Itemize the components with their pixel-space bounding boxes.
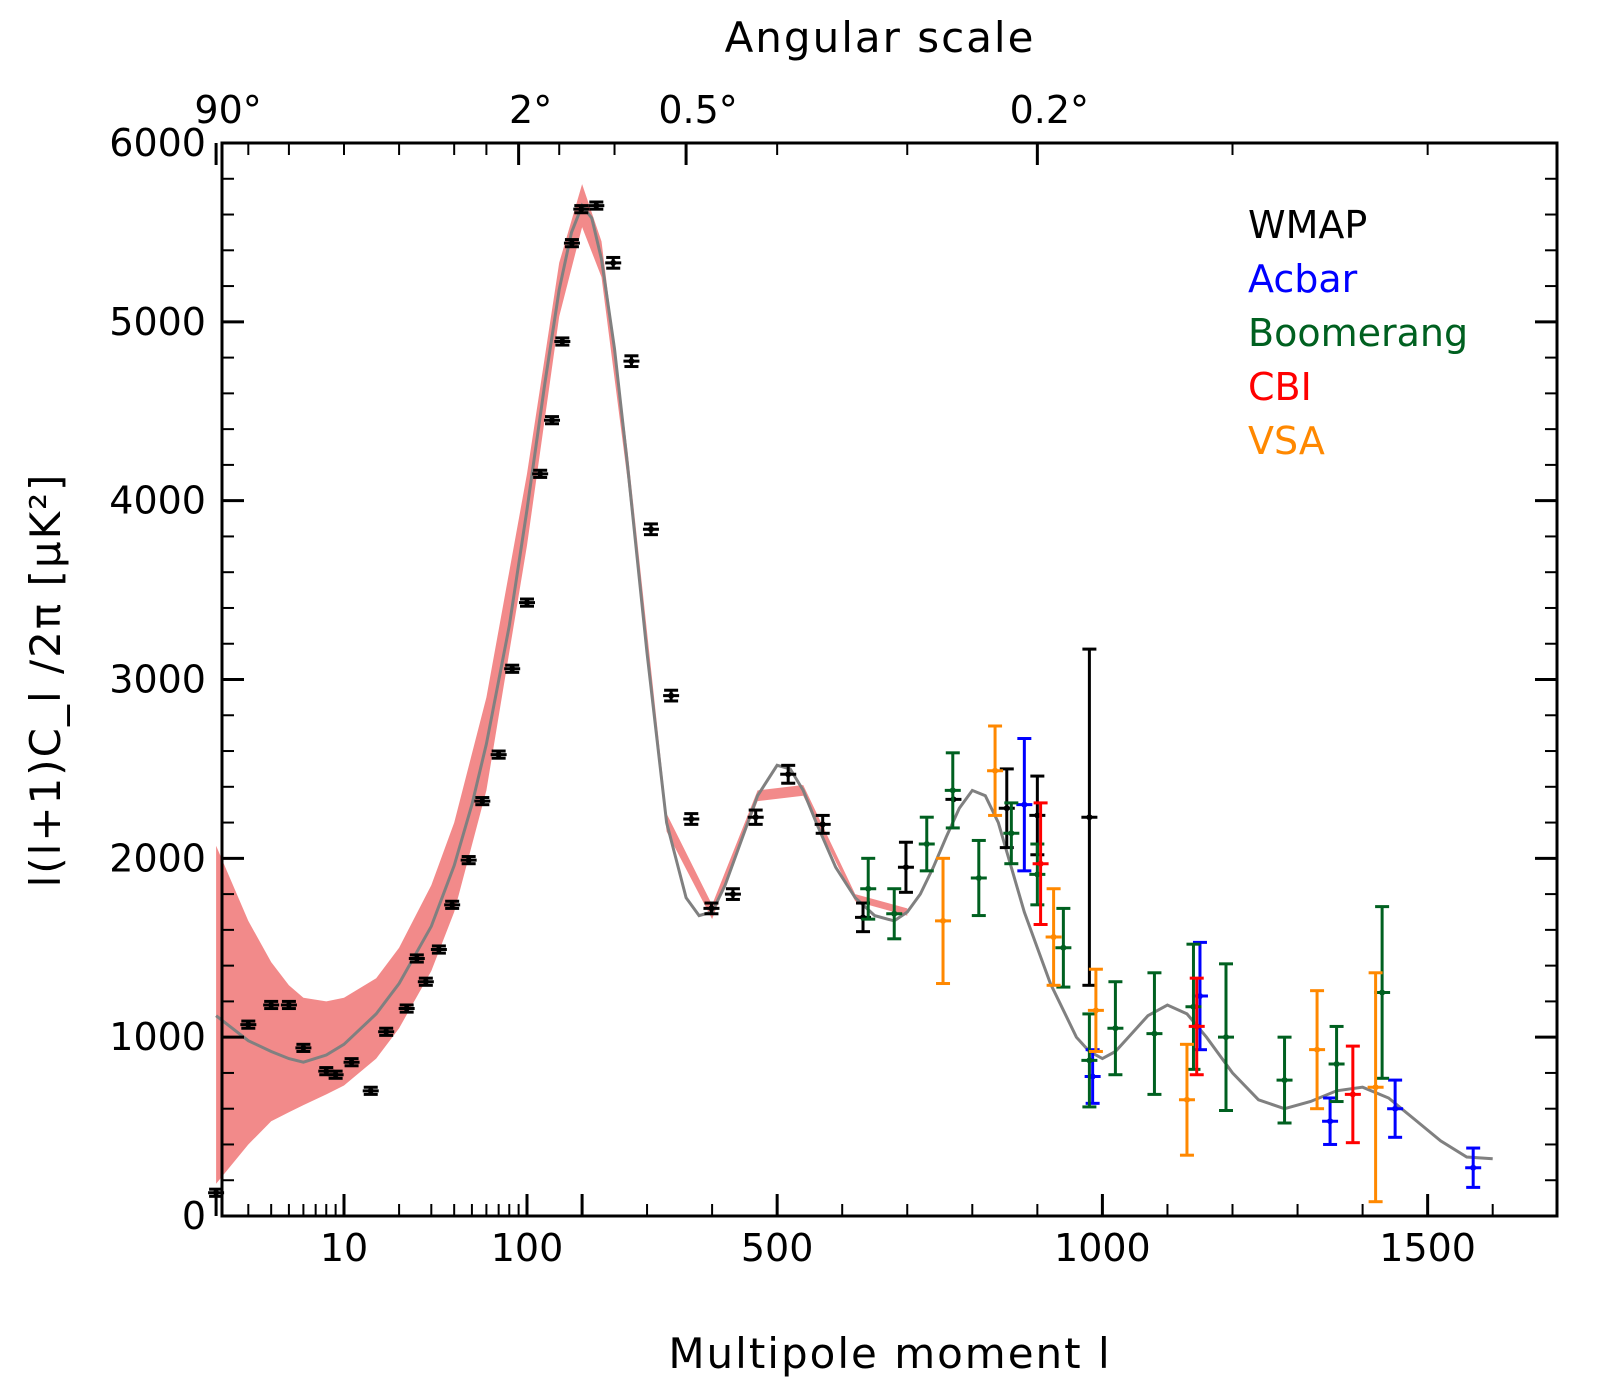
data-points-layer	[208, 200, 1482, 1204]
boomerang-data-point	[918, 815, 935, 873]
x-tick-label: 10	[320, 1226, 368, 1270]
wmap-data-point	[417, 976, 434, 987]
boomerang-data-point	[1055, 906, 1072, 989]
wmap-data-point	[747, 808, 764, 826]
vsa-data-point	[1178, 1042, 1195, 1157]
legend-item-wmap: WMAP	[1248, 203, 1367, 247]
model-curve	[215, 202, 1493, 1161]
vsa-data-point	[987, 724, 1004, 817]
wmap-data-point	[703, 901, 720, 916]
wmap-data-point	[474, 796, 491, 807]
y-axis-title: l(l+1)C_l /2π [μK²]	[21, 473, 70, 888]
wmap-data-point	[460, 855, 477, 866]
ticks-layer	[214, 141, 1557, 1218]
y-tick-label: 1000	[109, 1015, 206, 1059]
top-tick-label: 2°	[509, 88, 552, 132]
top-tick-label: 0.2°	[1010, 88, 1089, 132]
wmap-data-point	[444, 899, 461, 910]
wmap-data-point	[408, 953, 425, 964]
x-tick-label: 1500	[1379, 1226, 1476, 1270]
cbi-data-point	[1344, 1044, 1361, 1145]
x-tick-label: 500	[741, 1226, 814, 1270]
wmap-data-point	[563, 238, 580, 249]
wmap-data-point	[263, 999, 280, 1011]
y-tick-label: 4000	[109, 479, 206, 523]
x-axis-title: Multipole moment l	[668, 1329, 1111, 1378]
vsa-data-point	[1309, 989, 1326, 1111]
acbar-data-point	[1387, 1078, 1404, 1139]
boomerang-data-point	[970, 838, 987, 918]
cbi-data-point	[1188, 976, 1205, 1077]
cbi-data-point	[1032, 801, 1049, 927]
wmap-data-point	[897, 840, 914, 894]
wmap-data-point	[280, 999, 297, 1011]
boomerang-data-point	[1276, 1035, 1293, 1125]
wmap-data-point	[780, 763, 797, 785]
x-tick-label: 1000	[1054, 1226, 1151, 1270]
x-tick-label: 100	[491, 1226, 564, 1270]
legend-item-boomerang: Boomerang	[1248, 311, 1468, 355]
cosmic-variance-band	[216, 184, 908, 1184]
wmap-data-point	[554, 336, 571, 347]
wmap-data-point	[362, 1085, 379, 1096]
wmap-data-point	[240, 1019, 257, 1030]
top-tick-label: 0.5°	[658, 88, 737, 132]
tick-labels-layer: 10 100 500 1000 1500 0 1000 2000 3000 4000 5000 600…	[109, 88, 1476, 1270]
acbar-data-point	[1322, 1096, 1339, 1146]
wmap-data-point	[683, 812, 700, 826]
wmap-data-point	[295, 1042, 312, 1053]
wmap-data-point	[343, 1057, 360, 1068]
wmap-data-point	[1081, 647, 1098, 987]
wmap-data-point	[430, 944, 447, 955]
acbar-data-point	[1016, 737, 1033, 873]
wmap-data-point	[519, 597, 535, 608]
wmap-data-point	[532, 468, 549, 479]
y-tick-label: 5000	[109, 300, 206, 344]
boomerang-data-point	[1107, 980, 1124, 1077]
wmap-data-point	[327, 1069, 344, 1080]
boomerang-data-point	[1003, 801, 1020, 866]
wmap-data-point	[378, 1026, 395, 1037]
y-tick-label: 3000	[109, 658, 206, 702]
wmap-data-point	[663, 688, 680, 703]
legend-item-acbar: Acbar	[1248, 257, 1358, 301]
boomerang-data-point	[1029, 842, 1046, 907]
y-tick-label: 2000	[109, 836, 206, 880]
y-tick-label: 0	[182, 1194, 206, 1238]
boomerang-data-point	[860, 856, 877, 921]
wmap-data-point	[814, 813, 831, 835]
wmap-data-point	[623, 354, 640, 369]
wmap-data-point	[398, 1003, 415, 1014]
wmap-data-point	[605, 255, 622, 270]
vsa-data-point	[935, 856, 952, 986]
y-tick-label: 6000	[109, 121, 206, 165]
boomerang-data-point	[1217, 962, 1234, 1112]
legend-item-cbi: CBI	[1248, 365, 1312, 409]
wmap-data-point	[642, 522, 659, 537]
vsa-data-point	[1367, 971, 1384, 1204]
wmap-data-point	[588, 200, 605, 211]
wmap-data-point	[504, 663, 521, 674]
wmap-data-point	[573, 204, 590, 215]
boomerang-data-point	[1081, 1012, 1098, 1109]
boomerang-data-point	[1328, 1024, 1345, 1104]
top-tick-label: 90°	[194, 88, 261, 132]
boomerang-data-point	[944, 751, 961, 830]
legend: WMAP Acbar Boomerang CBI VSA	[1248, 203, 1468, 463]
acbar-data-point	[1465, 1146, 1482, 1189]
top-axis-title: Angular scale	[725, 13, 1036, 62]
model-curve-layer	[215, 202, 1493, 1161]
wmap-data-point	[544, 415, 561, 426]
wmap-data-point	[490, 749, 507, 760]
error-band-layer	[216, 184, 908, 1184]
boomerang-data-point	[886, 887, 903, 941]
wmap-data-point	[724, 887, 741, 901]
vsa-data-point	[1045, 887, 1062, 987]
legend-item-vsa: VSA	[1248, 419, 1325, 463]
boomerang-data-point	[1146, 971, 1163, 1096]
vsa-data-point	[1087, 967, 1104, 1053]
plot-frame	[220, 141, 1559, 1218]
